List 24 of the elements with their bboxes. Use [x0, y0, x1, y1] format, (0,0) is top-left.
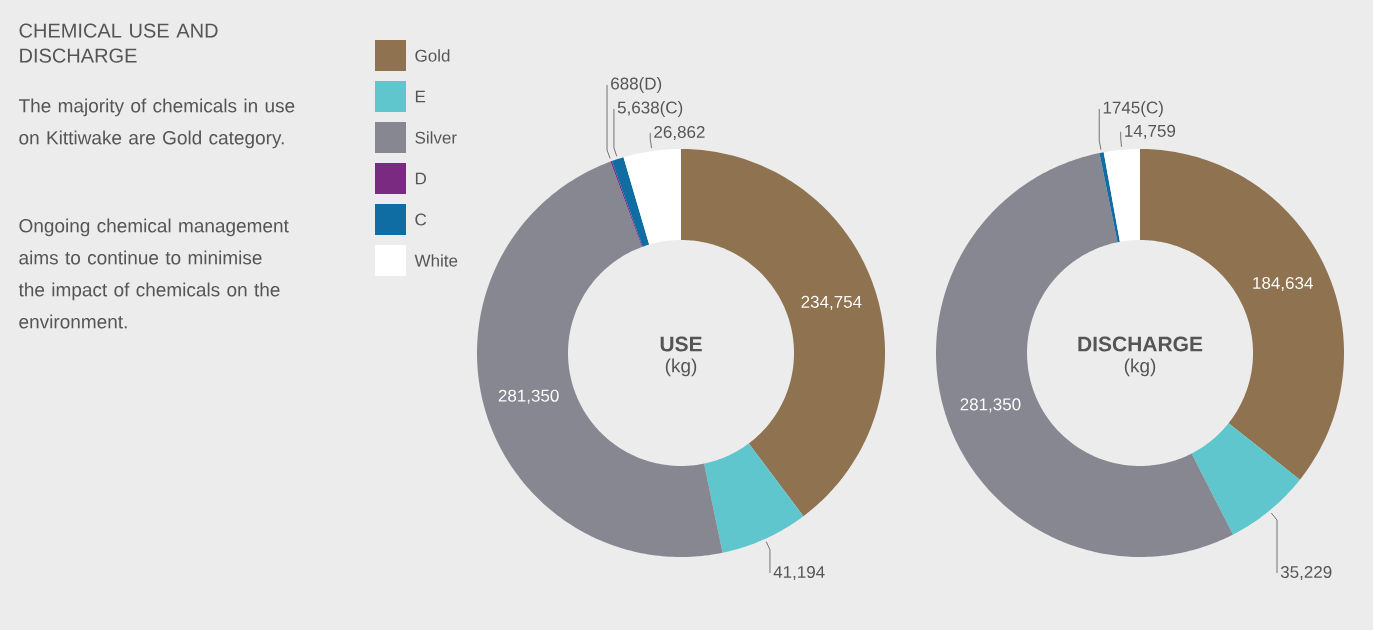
text: DISCHARGE: [1078, 336, 1203, 352]
data-label: 35,229: [1280, 565, 1332, 581]
data-label: 5,638(C): [617, 101, 683, 117]
legend-label: Gold: [415, 49, 450, 62]
data-label: 184,634: [1253, 276, 1313, 292]
data-label: 281,350: [498, 389, 559, 404]
data-label: 14,759: [1125, 124, 1176, 139]
legend-label: Silver: [415, 131, 457, 144]
data-label: 234,754: [801, 295, 862, 310]
legend-label: D: [415, 172, 426, 185]
data-label: 41,194: [773, 565, 825, 581]
legend-label: E: [415, 90, 426, 103]
text: (kg): [665, 358, 697, 377]
legend-label: White: [414, 254, 458, 267]
data-label: 1745(C): [1103, 101, 1163, 117]
data-label: 281,350: [960, 398, 1021, 413]
text: USE: [660, 336, 702, 352]
data-label: 26,862: [654, 125, 705, 141]
text: (kg): [1124, 358, 1156, 377]
legend-label: C: [415, 213, 427, 226]
text: Ongoing chemical management aims to continue to minimise the impact of chemicals on the environment.: [18, 218, 289, 329]
text: CHEMICAL USE AND DISCHARGE: [19, 23, 218, 63]
data-label: 688(D): [611, 77, 662, 93]
text: The majority of chemicals in use on Kittiwake are Gold category.: [18, 98, 295, 149]
